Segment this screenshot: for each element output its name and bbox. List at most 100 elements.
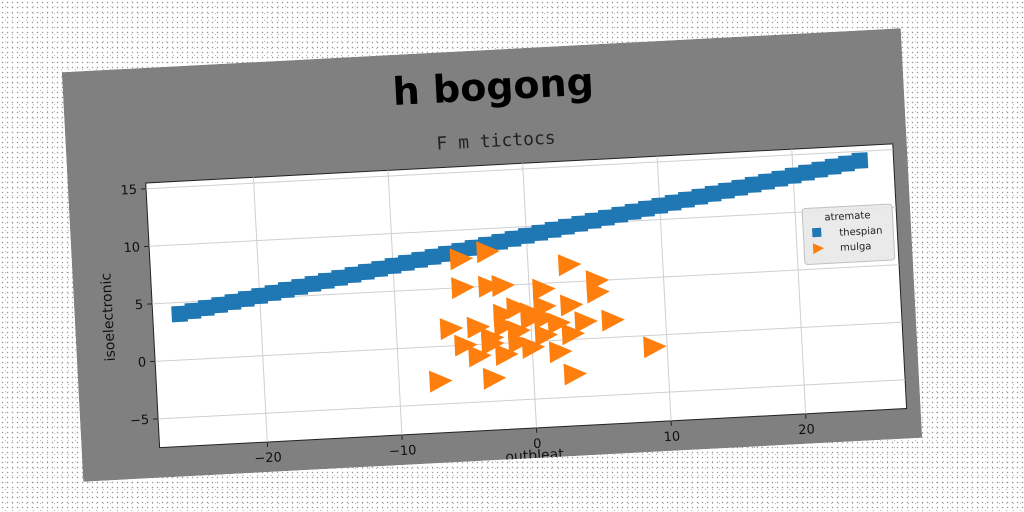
mulga-point xyxy=(492,303,517,326)
thespian-point xyxy=(211,296,229,314)
thespian-point xyxy=(704,185,722,203)
mulga-point xyxy=(439,318,464,341)
thespian-point xyxy=(184,302,202,320)
chart-figure: h bogong F m tictocs −20 −10 0 10 20 −5 0 5 10 15… xyxy=(61,28,923,482)
x-axis-label: outbleat xyxy=(505,447,565,466)
mulga-point xyxy=(574,311,598,334)
thespian-point xyxy=(691,188,709,206)
thespian-point xyxy=(357,263,375,281)
thespian-point xyxy=(424,248,442,266)
x-tick-label: 20 xyxy=(798,422,815,438)
thespian-point xyxy=(784,167,802,185)
thespian-point xyxy=(411,251,429,269)
mulga-point xyxy=(480,327,505,350)
mulga-point xyxy=(548,341,573,364)
x-grid-line xyxy=(252,177,268,443)
scatter-chart: h bogong F m tictocs −20 −10 0 10 20−5051015… xyxy=(61,28,923,482)
mulga-point xyxy=(449,248,474,271)
thespian-point xyxy=(598,209,615,227)
thespian-point xyxy=(371,260,389,278)
thespian-point xyxy=(651,197,669,215)
mulga-point xyxy=(454,334,478,357)
thespian-point xyxy=(171,305,189,323)
thespian-point xyxy=(544,221,562,239)
thespian-point xyxy=(584,212,602,230)
thespian-point xyxy=(277,281,295,299)
thespian-point xyxy=(758,173,775,191)
thespian-point xyxy=(251,287,269,305)
data-marks xyxy=(171,152,869,393)
y-tick-label: 0 xyxy=(138,355,147,370)
x-tick-label: 0 xyxy=(533,437,542,452)
thespian-point xyxy=(237,290,255,308)
thespian-point xyxy=(224,293,242,311)
thespian-point xyxy=(718,182,735,200)
x-grid-line xyxy=(791,149,807,414)
y-grid-line xyxy=(146,149,894,190)
mulga-point xyxy=(466,316,491,339)
thespian-point xyxy=(558,218,575,236)
thespian-point xyxy=(638,200,655,218)
mulga-point xyxy=(491,275,516,298)
thespian-point xyxy=(491,233,509,251)
thespian-point xyxy=(291,278,309,296)
thespian-point xyxy=(851,152,869,170)
thespian-point xyxy=(397,254,415,272)
mulga-point xyxy=(521,336,546,359)
thespian-point xyxy=(304,275,322,293)
thespian-point xyxy=(504,230,522,248)
mulga-point xyxy=(561,323,586,346)
thespian-point xyxy=(678,191,695,209)
y-grid-line xyxy=(149,206,897,247)
mulga-point xyxy=(495,344,519,367)
thespian-point xyxy=(624,203,642,221)
x-tick-label: 10 xyxy=(663,429,680,445)
thespian-point xyxy=(531,224,549,242)
thespian-point xyxy=(824,158,842,176)
x-grid-line xyxy=(522,163,537,428)
mulga-point xyxy=(468,345,492,368)
thespian-point xyxy=(744,176,762,194)
y-tick-label: 10 xyxy=(123,240,140,256)
legend-label-thespian: thespian xyxy=(839,226,883,239)
mulga-point xyxy=(478,275,502,298)
thespian-point xyxy=(664,194,682,212)
mulga-point xyxy=(601,309,625,332)
mulga-point xyxy=(559,294,584,317)
mulga-point xyxy=(557,254,582,277)
legend-label-mulga: mulga xyxy=(840,241,872,254)
y-tick-label: 15 xyxy=(120,183,137,199)
axis-ticks: −20 −10 0 10 20 −5 0 5 10 15 xyxy=(120,183,815,467)
mulga-point xyxy=(643,336,667,359)
thespian-point xyxy=(571,215,589,233)
thespian-point xyxy=(518,227,535,245)
mulga-point xyxy=(532,278,556,301)
mulga-point xyxy=(586,281,610,304)
thespian-point xyxy=(331,269,349,287)
legend-box xyxy=(801,203,896,265)
thespian-point xyxy=(798,164,815,182)
thespian-point xyxy=(197,299,215,317)
chart-suptitle: h bogong xyxy=(392,59,595,113)
thespian-point xyxy=(731,179,749,197)
y-axis-label: isoelectronic xyxy=(98,273,119,362)
x-tick-label: −20 xyxy=(254,450,282,466)
plot-area xyxy=(145,143,908,449)
mulga-point xyxy=(476,241,500,264)
mulga-point xyxy=(563,363,588,386)
mulga-point xyxy=(451,277,475,300)
mulga-point xyxy=(507,320,531,343)
thespian-point xyxy=(264,284,282,302)
y-tick-label: 5 xyxy=(134,298,143,313)
y-grid-line xyxy=(158,379,906,420)
thespian-point xyxy=(344,266,362,284)
mulga-point xyxy=(534,324,559,347)
legend: atremate thespian mulga xyxy=(801,203,896,265)
y-tick-label: −5 xyxy=(130,413,150,429)
x-tick-label: −10 xyxy=(389,443,417,459)
mulga-point xyxy=(519,302,544,325)
mulga-point xyxy=(482,367,507,390)
thespian-point xyxy=(811,161,829,179)
legend-title: atremate xyxy=(824,210,871,223)
legend-marker-mulga xyxy=(812,243,825,255)
